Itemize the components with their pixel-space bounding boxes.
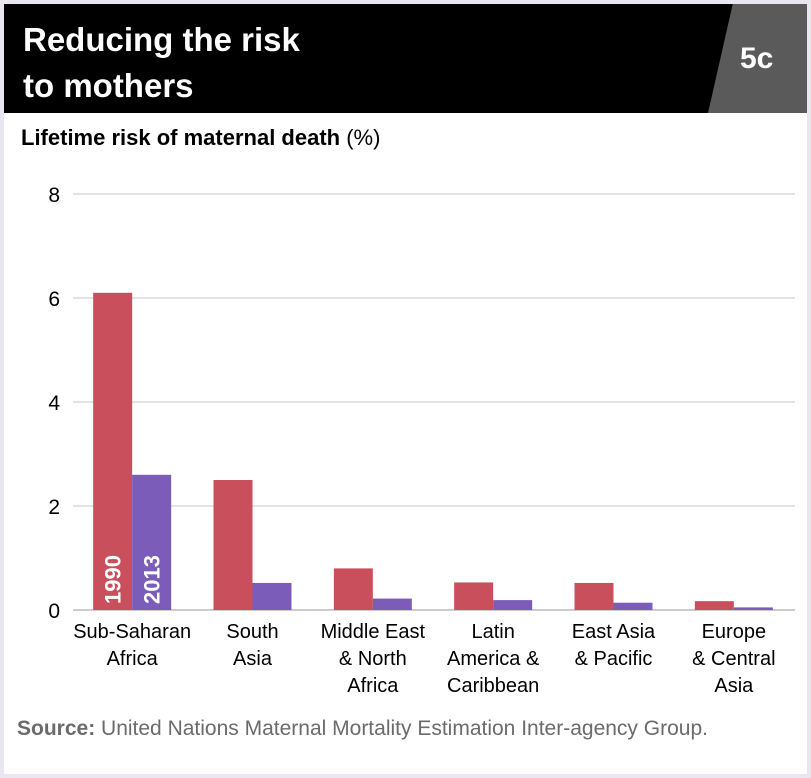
x-category-label: Latin America & Caribbean [447, 621, 540, 697]
y-tick-label: 8 [48, 184, 60, 207]
y-tick-label: 4 [48, 392, 60, 415]
chart-title-line-2: to mothers [23, 67, 194, 104]
x-category-label-line: Asia [233, 648, 273, 670]
bar-1990-2 [333, 568, 373, 610]
subtitle-main: Lifetime risk of maternal death [21, 125, 341, 150]
series-label-1990: 1990 [101, 555, 126, 604]
x-category-label: Europe & Central Asia [692, 621, 775, 697]
x-category-label-line: America & [447, 648, 540, 670]
x-category-label-line: Africa [107, 648, 159, 670]
x-category-label-line: Asia [714, 675, 754, 697]
bar-1990-0 [93, 292, 133, 610]
source-note: Source: United Nations Maternal Mortalit… [17, 715, 777, 742]
x-category-label: Middle East & North Africa [321, 621, 426, 697]
chart-title-line-1: Reducing the risk [23, 21, 300, 58]
source-label: Source: [17, 717, 96, 740]
y-tick-label: 0 [48, 600, 60, 623]
header-bar [4, 4, 807, 113]
x-category-label-line: South [226, 621, 278, 643]
series-label-2013: 2013 [140, 555, 165, 604]
source-text: United Nations Maternal Mortality Estima… [101, 717, 708, 740]
subtitle-unit: (%) [346, 125, 381, 150]
x-category-label-line: & Central [692, 648, 775, 670]
bar-1990-1 [213, 480, 253, 610]
x-category-label: East Asia & Pacific [572, 621, 656, 670]
bar-1990-4 [574, 582, 614, 610]
bar-1990-3 [454, 582, 494, 610]
x-category-label-line: Caribbean [447, 675, 539, 697]
x-category-label-line: & Pacific [575, 648, 653, 670]
y-tick-label: 6 [48, 288, 60, 311]
y-tick-label: 2 [48, 496, 60, 519]
x-category-label: Sub-Saharan Africa [73, 621, 191, 670]
bar-2013-1 [252, 582, 292, 610]
x-category-label-line: Latin [471, 621, 514, 643]
bar-2013-3 [493, 600, 533, 610]
x-category-label: South Asia [226, 621, 278, 670]
x-category-label-line: Middle East [321, 621, 426, 643]
chart-card: Reducing the risk to mothers 5c Lifetime… [4, 4, 807, 774]
figure-number: 5c [740, 42, 774, 75]
bar-1990-5 [694, 601, 734, 610]
bar-2013-0 [132, 474, 172, 610]
x-category-label-line: Sub-Saharan [73, 621, 191, 643]
x-category-label-line: East Asia [572, 621, 656, 643]
bar-2013-4 [613, 602, 653, 610]
x-category-label-line: Europe [702, 621, 767, 643]
chart-title: Reducing the risk to mothers [23, 17, 300, 109]
bar-2013-2 [372, 598, 412, 610]
x-category-label-line: Africa [347, 675, 399, 697]
bar-2013-5 [733, 607, 773, 610]
chart-subtitle: Lifetime risk of maternal death (%) [21, 125, 380, 151]
x-category-label-line: & North [339, 648, 407, 670]
